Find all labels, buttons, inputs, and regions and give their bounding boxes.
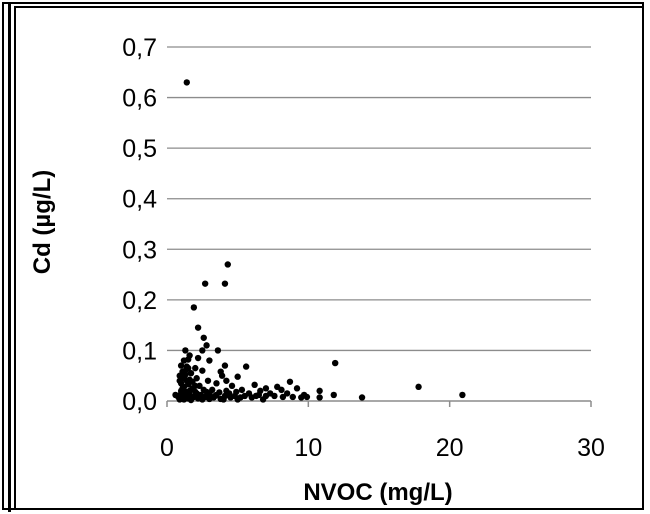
data-point: [330, 391, 337, 399]
x-tick-label: 10: [294, 434, 322, 462]
data-point: [459, 391, 466, 399]
x-tick-label: 0: [160, 434, 174, 462]
data-point: [182, 347, 189, 354]
data-point: [213, 391, 220, 399]
y-tick-label: 0,3: [122, 236, 157, 264]
data-point: [298, 394, 305, 401]
data-point: [316, 394, 323, 401]
data-point: [293, 385, 301, 392]
data-point: [286, 378, 294, 385]
data-point: [303, 393, 311, 401]
data-point: [316, 387, 323, 395]
data-point: [179, 385, 186, 392]
chart-frame: [14, 6, 644, 510]
data-point: [190, 304, 198, 311]
data-point: [203, 342, 210, 349]
y-axis-title: Cd (µg/L): [29, 170, 56, 274]
data-point: [262, 385, 270, 392]
data-point: [218, 372, 226, 379]
axes: [166, 400, 592, 407]
data-point: [194, 354, 202, 362]
data-point: [187, 369, 195, 377]
data-point: [283, 390, 291, 397]
data-point: [204, 377, 212, 384]
data-point: [193, 390, 200, 397]
y-tick-label: 0,2: [122, 287, 157, 315]
y-tick-label: 0,0: [122, 388, 157, 416]
frame-inner-left-rule: [8, 2, 11, 512]
gridlines: [167, 46, 591, 352]
y-tick-label: 0,4: [122, 186, 157, 214]
data-point: [177, 362, 185, 369]
data-point: [234, 373, 241, 380]
data-point: [192, 364, 199, 372]
data-point: [242, 363, 250, 370]
data-point: [180, 396, 188, 403]
data-point: [220, 396, 227, 403]
data-point: [358, 394, 366, 401]
data-point: [251, 381, 258, 389]
data-point: [185, 364, 192, 372]
y-tick-label: 0,6: [122, 85, 157, 113]
tick-labels: 0,0 0,1 0,2 0,3 0,4 0,5 0,6 0,7 0 10 20 30: [122, 34, 605, 462]
data-point: [200, 334, 207, 341]
data-point: [201, 280, 209, 287]
data-point: [187, 396, 195, 404]
data-point: [271, 392, 278, 400]
data-point: [193, 375, 200, 382]
data-point: [238, 386, 246, 394]
data-point: [176, 377, 183, 384]
x-tick-label: 30: [577, 434, 605, 462]
data-point: [248, 394, 255, 401]
data-point: [278, 386, 285, 394]
data-point: [223, 377, 230, 384]
data-point: [331, 359, 339, 367]
data-point: [199, 347, 206, 354]
data-point: [255, 391, 263, 399]
data-point: [186, 387, 193, 395]
data-point: [234, 396, 241, 403]
data-point: [415, 383, 422, 391]
data-point: [223, 387, 230, 395]
data-point: [206, 357, 213, 364]
data-point: [177, 390, 185, 397]
data-point: [289, 393, 296, 401]
data-point: [221, 362, 229, 369]
data-point: [227, 394, 234, 401]
y-tick-label: 0,7: [122, 34, 157, 62]
data-points: [172, 79, 466, 404]
data-point: [194, 324, 202, 331]
data-point: [224, 261, 231, 268]
data-point: [233, 388, 240, 396]
data-point: [228, 382, 236, 390]
data-point: [192, 382, 199, 390]
data-point: [206, 395, 213, 403]
data-point: [279, 393, 287, 401]
data-point: [199, 396, 206, 403]
data-point: [259, 396, 267, 403]
data-point: [183, 79, 190, 86]
data-point: [203, 388, 210, 396]
data-point: [199, 367, 206, 374]
x-tick-label: 20: [436, 434, 464, 462]
data-point: [213, 380, 220, 387]
data-point: [214, 347, 222, 354]
data-point: [221, 280, 229, 287]
y-tick-label: 0,5: [122, 135, 157, 163]
y-tick-label: 0,1: [122, 337, 157, 365]
x-axis-title: NVOC (mg/L): [303, 479, 452, 506]
data-point: [185, 356, 192, 363]
